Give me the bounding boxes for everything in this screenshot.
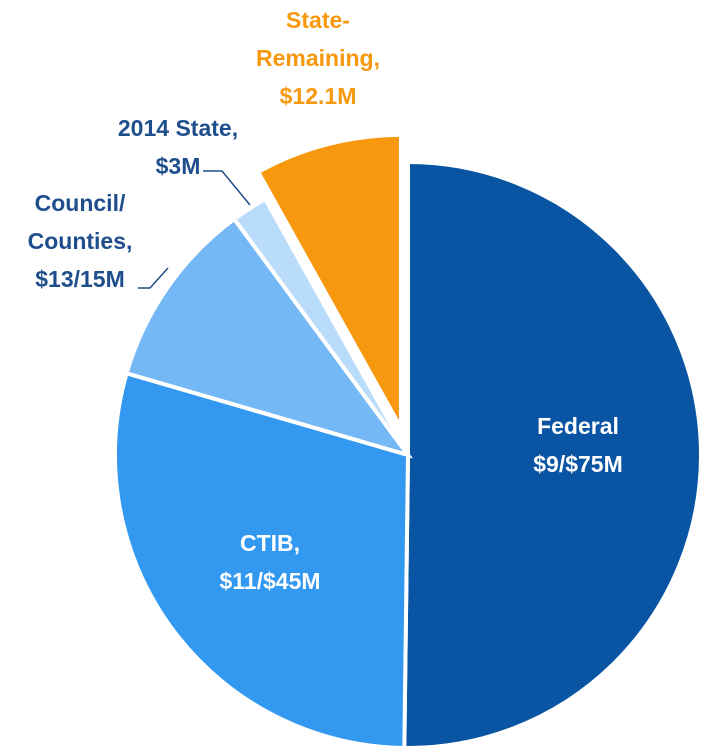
slice-label: State- Remaining, $12.1M (256, 7, 380, 109)
pie-slice (231, 196, 410, 457)
slice-label: Federal $9/$75M (533, 413, 623, 477)
slice-label: 2014 State, $3M (118, 115, 238, 179)
label-line: Counties, (28, 228, 133, 254)
label-line: Council/ (35, 190, 126, 216)
pie-slice (113, 370, 411, 751)
label-line: State- (286, 7, 350, 33)
leader-line (203, 170, 251, 206)
pie-slice (255, 132, 403, 436)
label-line: Federal (537, 413, 619, 439)
label-line: CTIB, (240, 530, 300, 556)
slice-label: Council/Counties, $13/15M (28, 190, 133, 292)
label-line: $12.1M (280, 83, 357, 109)
label-line: $3M (156, 153, 201, 179)
pie-slice (124, 216, 414, 459)
label-line: $9/$75M (533, 451, 623, 477)
slice-label: CTIB, $11/$45M (219, 530, 320, 594)
pie-slice (402, 159, 703, 750)
leader-line (138, 267, 169, 289)
label-line: $11/$45M (219, 568, 320, 594)
label-line: 2014 State, (118, 115, 238, 141)
label-line: $13/15M (35, 266, 125, 292)
label-line: Remaining, (256, 45, 380, 71)
